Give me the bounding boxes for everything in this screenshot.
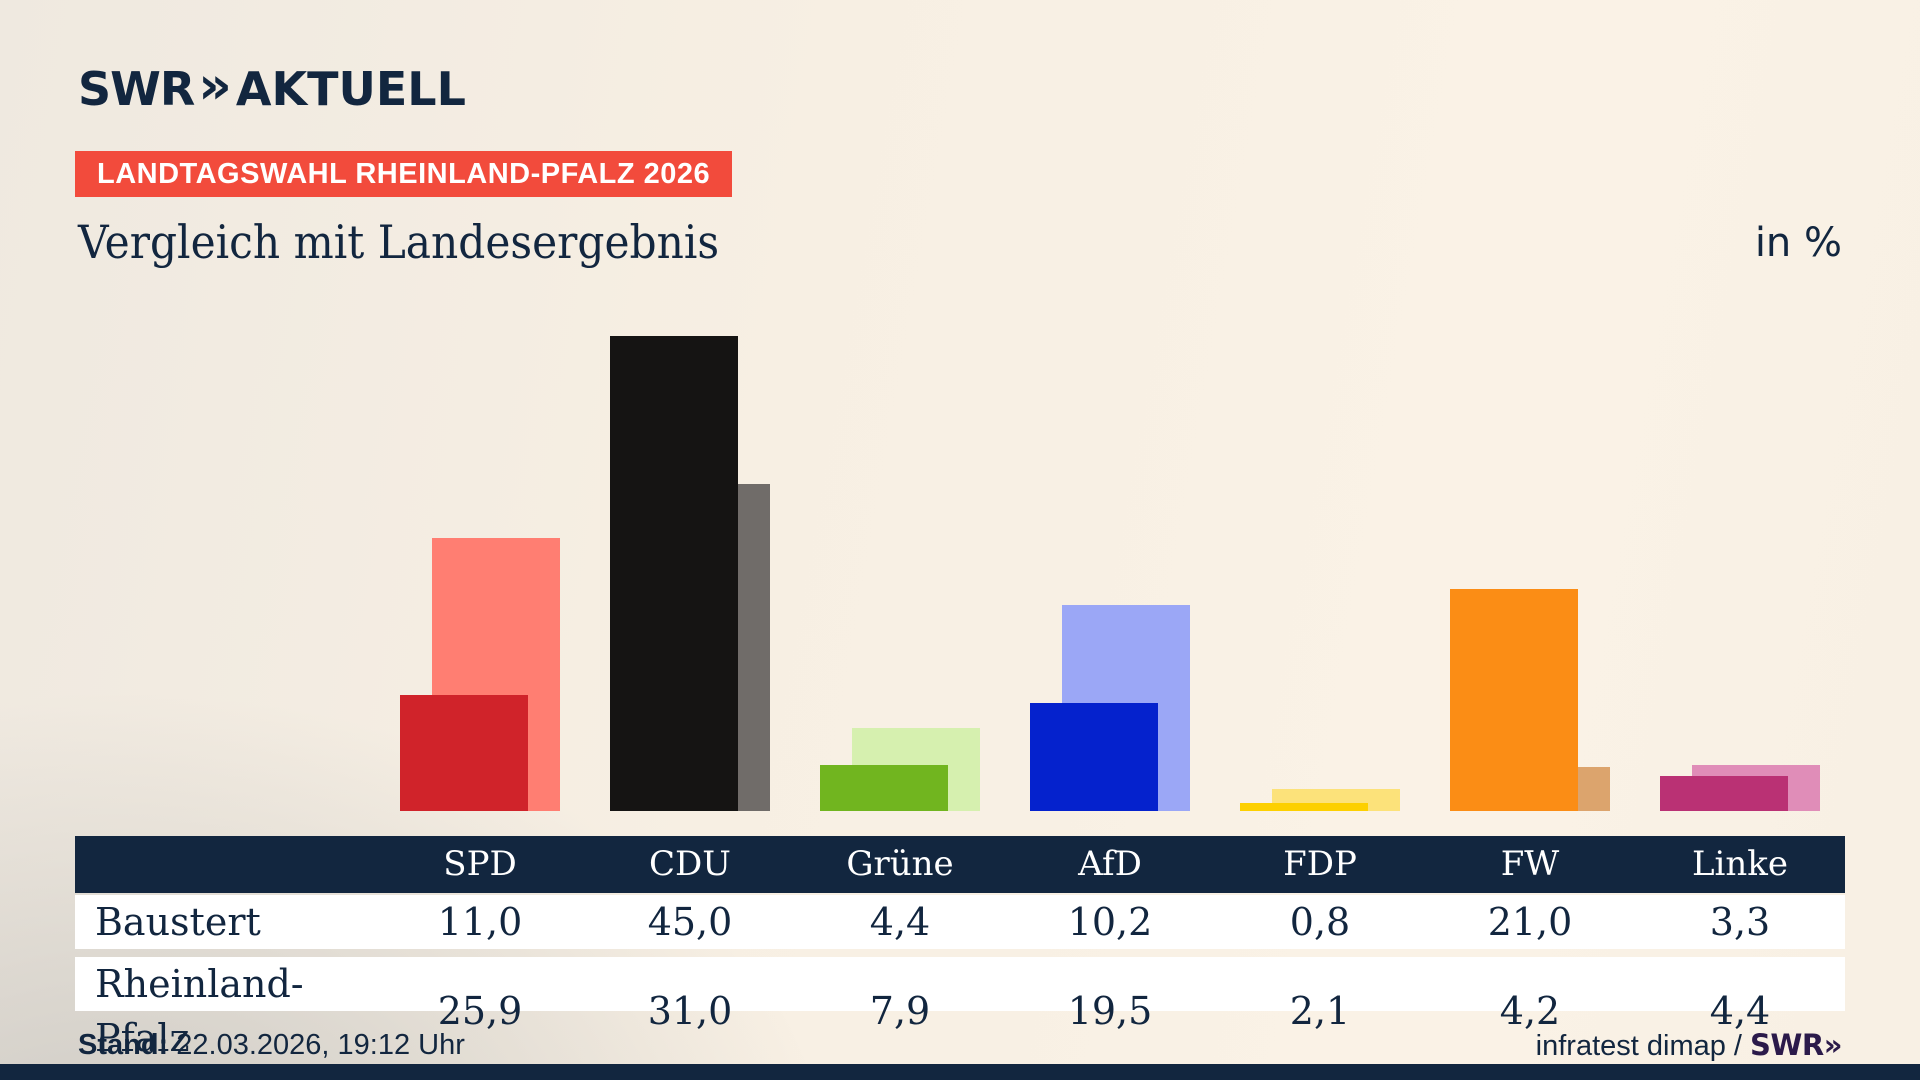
- value-cell-CDU: 31,0: [647, 989, 733, 1033]
- value-cell-FDP: 2,1: [1289, 989, 1351, 1033]
- bar-CDU-Baustert: [610, 336, 738, 811]
- row-label: Baustert: [95, 900, 261, 944]
- value-cell-SPD: 11,0: [437, 900, 523, 944]
- value-cell-CDU: 45,0: [647, 900, 733, 944]
- value-cell-Grüne: 4,4: [869, 900, 931, 944]
- stand-timestamp: Stand: 22.03.2026, 19:12 Uhr: [78, 1029, 465, 1062]
- bar-Linke-Baustert: [1660, 776, 1788, 811]
- footer: Stand: 22.03.2026, 19:12 Uhr infratest d…: [78, 1024, 1842, 1066]
- bar-AfD-Baustert: [1030, 703, 1158, 811]
- table-row-Rheinland-Pfalz: Rheinland-Pfalz 25,9 31,0 7,9 19,5 2,1 4,2 4,4: [75, 957, 1845, 1060]
- table-header-cell-AfD: AfD: [1078, 844, 1142, 884]
- value-cell-FDP: 0,8: [1289, 900, 1351, 944]
- results-table: SPD CDU Grüne AfD FDP FW Linke Baustert 11,0 45,0…: [75, 836, 1845, 1060]
- stand-label: Stand:: [78, 1028, 169, 1061]
- value-cell-Linke: 4,4: [1709, 989, 1771, 1033]
- bar-SPD-Baustert: [400, 695, 528, 811]
- source-swr-logo: SWR»: [1750, 1027, 1842, 1062]
- table-header-cell-CDU: CDU: [649, 844, 731, 884]
- table-row-Baustert: Baustert 11,0 45,0 4,4 10,2 0,8 21,0 3,3: [75, 895, 1845, 949]
- logo-chevrons-icon: »: [198, 56, 232, 116]
- value-cell-AfD: 19,5: [1067, 989, 1153, 1033]
- bar-FW-Baustert: [1450, 589, 1578, 811]
- source-credit: infratest dimap / SWR»: [1535, 1027, 1843, 1063]
- value-cell-FW: 21,0: [1487, 900, 1573, 944]
- table-header-cell-FDP: FDP: [1283, 844, 1357, 884]
- table-header-cell-Linke: Linke: [1691, 844, 1789, 884]
- table-header-cell-FW: FW: [1500, 844, 1560, 884]
- value-cell-SPD: 25,9: [437, 989, 523, 1033]
- bottom-bar: [0, 1064, 1920, 1080]
- logo-word-text: AKTUELL: [235, 62, 466, 116]
- stand-value: 22.03.2026, 19:12 Uhr: [176, 1028, 465, 1061]
- value-cell-FW: 4,2: [1499, 989, 1561, 1033]
- table-header-cell-Grüne: Grüne: [846, 844, 954, 884]
- chart-title: Vergleich mit Landesergebnis: [78, 215, 720, 269]
- value-cell-Grüne: 7,9: [869, 989, 931, 1033]
- table-row-gap: [75, 949, 1845, 957]
- logo-brand-text: SWR: [78, 62, 195, 116]
- bar-Grüne-Baustert: [820, 765, 948, 811]
- table-header-cell-SPD: SPD: [443, 844, 517, 884]
- swr-aktuell-logo: SWR » AKTUELL: [78, 56, 466, 116]
- value-cell-AfD: 10,2: [1067, 900, 1153, 944]
- election-badge: LANDTAGSWAHL RHEINLAND-PFALZ 2026: [75, 151, 733, 197]
- source-text: infratest dimap /: [1535, 1029, 1751, 1062]
- row-label: Rheinland-Pfalz: [95, 962, 304, 1060]
- table-header-row: SPD CDU Grüne AfD FDP FW Linke: [75, 836, 1845, 893]
- bar-FDP-Baustert: [1240, 803, 1368, 811]
- value-cell-Linke: 3,3: [1709, 900, 1771, 944]
- unit-label: in %: [1754, 220, 1842, 266]
